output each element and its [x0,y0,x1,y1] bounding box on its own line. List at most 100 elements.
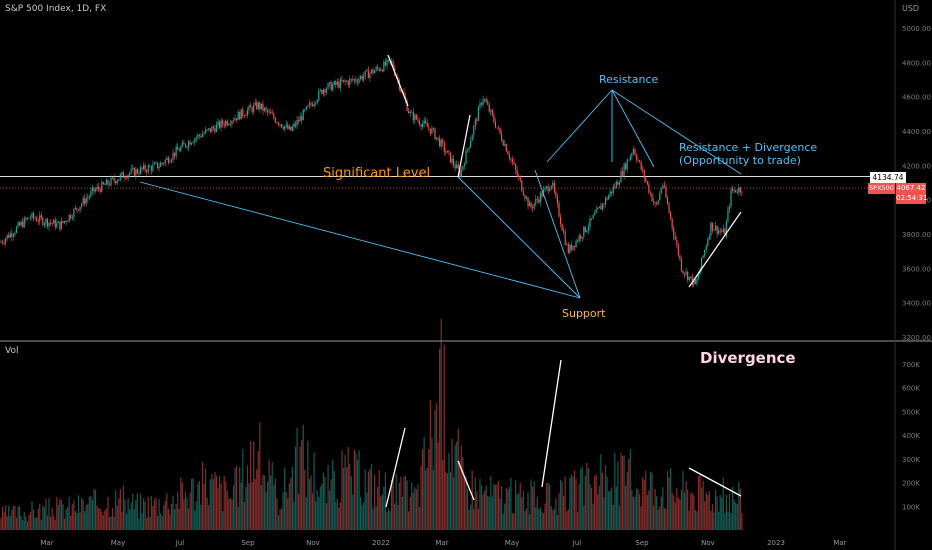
candle-body [696,278,698,284]
candle-body [169,161,171,163]
candle-body [639,160,641,162]
candle-body [645,178,647,182]
candle-body [473,126,475,135]
candle-body [228,124,230,125]
candle-body [133,167,135,176]
volume-bar [268,459,270,530]
volume-bar [130,503,132,530]
volume-bar [697,475,700,530]
candle-body [716,225,718,234]
volume-bar [6,516,8,530]
candle-body [456,164,458,169]
volume-bar [414,487,416,530]
volume-bar [690,493,692,530]
volume-bar [546,483,548,530]
volume-bar [344,454,346,530]
volume-bar [701,487,703,530]
candle-body [683,273,686,275]
candle-body [490,110,492,112]
volume-bar [96,505,98,530]
candle-body [63,221,66,223]
candle-body [530,202,532,208]
volume-bar [319,486,321,530]
volume-bar [352,494,354,530]
candle-body [206,129,208,131]
volume-bar [26,521,28,530]
volume-bar [307,440,309,530]
candle-body [135,169,137,176]
candle-body [209,128,211,132]
candle-body [268,111,270,113]
candle-body [642,169,644,171]
candle-body [256,102,258,110]
time-tick-label: 2023 [767,539,785,547]
candle-body [274,118,276,123]
candle-body [685,271,687,275]
candle-body [363,76,365,80]
candle-body [575,240,577,248]
resistance-label: Resistance [599,73,659,86]
candle-body [569,244,571,253]
volume-bar [448,452,450,530]
candle-body [316,100,318,104]
volume-bar [290,477,292,530]
candle-body [108,184,111,186]
candle-body [414,114,416,121]
volume-bar [466,488,469,530]
candle-body [271,113,273,115]
candle-body [229,124,231,125]
candle-body [563,230,565,233]
volume-bar [3,511,5,530]
candle-body [342,80,345,82]
volume-bar [367,471,369,530]
volume-bar [600,454,602,530]
candle-body [249,105,252,108]
candle-body [122,172,125,178]
volume-bar [477,508,479,530]
volume-bar [411,482,413,530]
candle-body [544,187,546,190]
volume-bar [476,491,478,530]
candle-body [94,189,97,192]
volume-bar [426,467,428,530]
volume-bar [494,484,497,530]
time-tick-label: Mar [40,539,53,547]
volume-bar [115,490,117,530]
volume-bar [573,470,576,530]
volume-bar [253,441,255,530]
volume-bar [36,517,38,530]
candle-body [291,127,293,131]
candle-body [707,239,709,246]
candle-body [121,172,123,175]
volume-bar [110,516,112,530]
volume-bar [708,491,710,530]
candle-body [115,180,117,184]
candle-body [225,121,227,126]
candle-body [46,219,49,227]
volume-bar [634,497,636,530]
volume-bar [577,511,579,530]
volume-bar [155,497,157,530]
candle-body [0,241,2,243]
candle-body [735,190,737,193]
candle-body [311,104,314,107]
volume-bar [628,459,630,530]
volume-bar [246,465,249,530]
candle-body [533,203,535,209]
candle-body [174,152,176,157]
candle-body [36,218,38,222]
volume-stroke [457,460,475,501]
support-ray [534,169,581,299]
volume-bar [65,509,67,530]
candle-body [611,191,613,193]
time-tick-label: Jul [572,539,582,547]
volume-bar [220,483,222,530]
candle-body [246,110,249,116]
volume-bar [93,488,95,530]
volume-bar [705,492,707,530]
volume-bar [536,497,538,530]
volume-bar [81,497,83,530]
candle-body [440,140,442,147]
candle-body [370,69,373,74]
volume-bar [558,493,560,530]
